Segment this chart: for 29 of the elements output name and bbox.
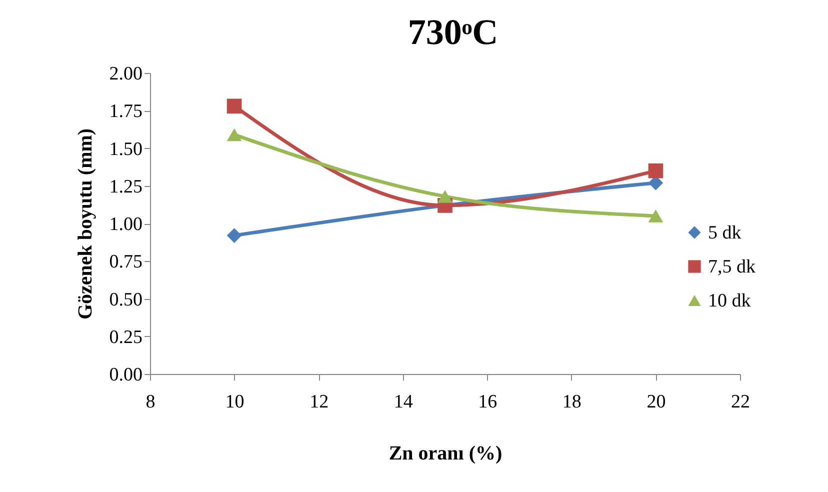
chart-title: 730ᵒC — [408, 12, 498, 52]
legend-label: 5 dk — [708, 222, 742, 244]
y-tick-label: 1.50 — [109, 138, 142, 160]
y-axis-title: Gözenek boyutu (mm) — [74, 128, 96, 320]
point — [438, 190, 452, 203]
point — [226, 98, 242, 114]
x-tick-label: 8 — [146, 392, 156, 412]
y-tick-label: 0.25 — [109, 326, 142, 348]
point — [226, 128, 242, 142]
y-tick-label: 0.50 — [109, 289, 142, 310]
legend-label: 10 dk — [708, 290, 752, 312]
x-tick-label: 14 — [394, 392, 414, 412]
y-tick-label: 1.25 — [109, 176, 142, 198]
x-tick-label: 20 — [646, 392, 666, 412]
y-tick-label: 0.75 — [109, 252, 142, 273]
point — [648, 210, 664, 222]
y-tick-label: 1.00 — [109, 214, 142, 235]
point — [648, 163, 664, 178]
x-axis-title: Zn oranı (%) — [388, 442, 502, 464]
x-tick-label: 16 — [478, 392, 498, 412]
y-tick-label: 1.75 — [109, 101, 142, 122]
x-tick-label: 18 — [562, 392, 582, 412]
legend-label: 7,5 dk — [708, 256, 756, 278]
x-tick-label: 10 — [225, 392, 244, 412]
y-tick-label: 2.00 — [109, 64, 142, 84]
x-tick-label: 12 — [310, 392, 329, 412]
x-tick-label: 22 — [731, 392, 750, 412]
y-tick-label: 0.00 — [109, 364, 142, 386]
point — [226, 228, 242, 243]
